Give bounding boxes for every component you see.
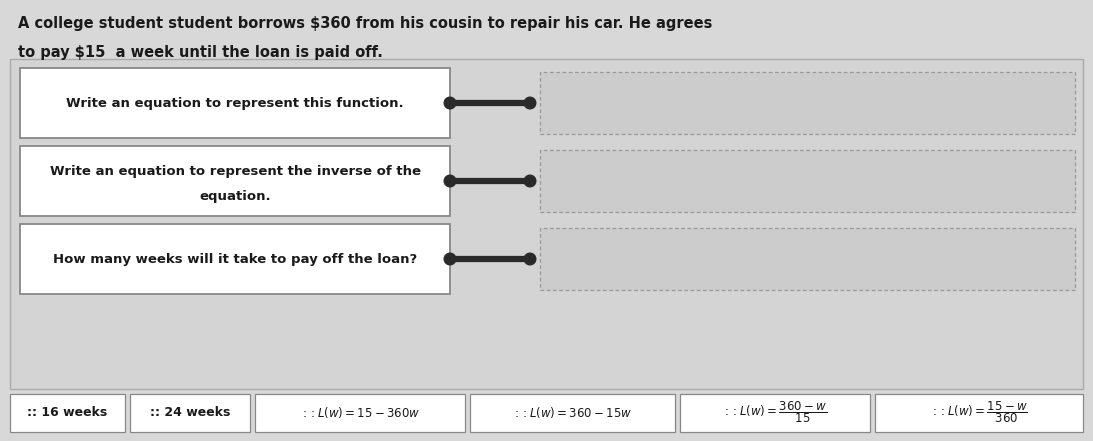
Bar	[680, 393, 870, 431]
Circle shape	[525, 97, 536, 109]
Circle shape	[525, 175, 536, 187]
Bar	[875, 393, 1083, 431]
Bar	[130, 393, 250, 431]
Text: $:: L(w) = \dfrac{360-w}{15}$: $:: L(w) = \dfrac{360-w}{15}$	[722, 400, 827, 426]
Text: Write an equation to represent this function.: Write an equation to represent this func…	[67, 97, 403, 109]
Bar	[20, 224, 450, 294]
Bar	[540, 228, 1076, 290]
Text: equation.: equation.	[199, 190, 271, 202]
Circle shape	[525, 253, 536, 265]
Text: $:: L(w) = \dfrac{15-w}{360}$: $:: L(w) = \dfrac{15-w}{360}$	[930, 400, 1027, 426]
Text: A college student student borrows $360 from his cousin to repair his car. He agr: A college student student borrows $360 f…	[17, 16, 713, 31]
Circle shape	[444, 175, 456, 187]
Text: :: 24 weeks: :: 24 weeks	[150, 406, 231, 419]
Bar	[10, 59, 1083, 389]
Text: Write an equation to represent the inverse of the: Write an equation to represent the inver…	[49, 164, 421, 177]
Bar	[10, 393, 125, 431]
Text: $:: L(w) = 15 - 360w$: $:: L(w) = 15 - 360w$	[299, 405, 420, 420]
Circle shape	[444, 97, 456, 109]
Text: How many weeks will it take to pay off the loan?: How many weeks will it take to pay off t…	[52, 253, 418, 265]
Bar	[20, 146, 450, 216]
Text: to pay $15  a week until the loan is paid off.: to pay $15 a week until the loan is paid…	[17, 45, 383, 60]
Bar	[540, 150, 1076, 212]
Bar	[20, 68, 450, 138]
Bar	[540, 72, 1076, 134]
Circle shape	[444, 253, 456, 265]
Bar	[255, 393, 465, 431]
Text: $:: L(w) = 360 - 15w$: $:: L(w) = 360 - 15w$	[513, 405, 633, 420]
Text: :: 16 weeks: :: 16 weeks	[27, 406, 107, 419]
Bar	[470, 393, 675, 431]
